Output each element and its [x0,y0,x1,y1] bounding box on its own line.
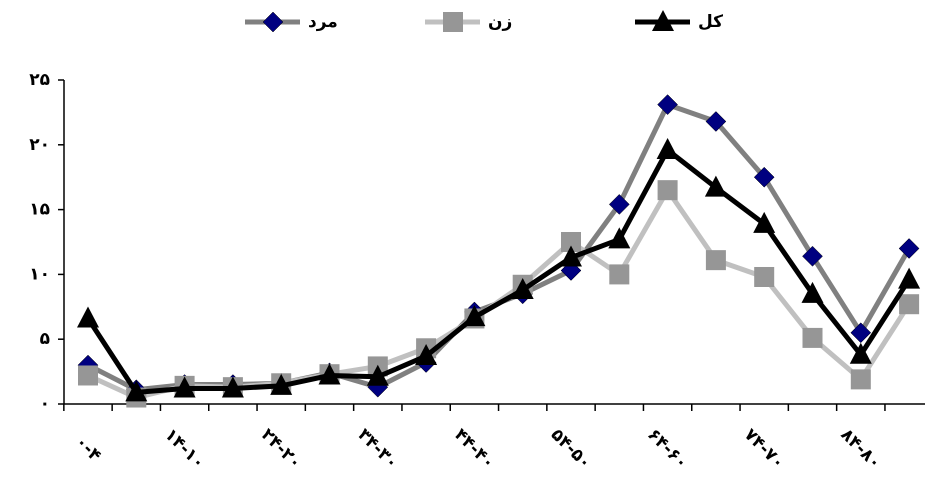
marker [850,322,872,344]
y-tick-label: ۲۰ [29,135,50,155]
y-tick-label: ۱۰ [29,264,50,284]
marker [849,342,872,364]
marker [415,344,438,366]
marker [366,364,389,386]
marker [753,166,775,188]
series-line [86,102,912,393]
marker [463,305,486,327]
series-line [85,147,912,395]
marker [801,281,824,303]
marker [657,180,678,201]
marker [78,365,98,386]
legend-marker [262,11,284,33]
x-tick-label: ۸۴-۸۰ [837,425,885,473]
marker [77,306,99,328]
x-tick-label: ۵۴-۵۰ [547,425,595,473]
y-tick-label: ۲۵ [29,70,50,90]
marker [511,277,534,299]
legend-label: کل [698,12,723,32]
x-tick-label: ۱۴-۱۰ [160,425,208,473]
marker [173,376,196,398]
marker [270,373,293,395]
x-tick-label: ۴۴-۴۰ [450,425,498,473]
marker [898,238,920,259]
legend-label: زن [488,12,512,32]
marker [608,194,630,215]
x-tick-label: ۲۴-۲۰ [257,425,305,473]
marker [802,327,823,348]
marker [221,376,244,398]
marker [125,380,148,402]
marker [898,267,921,289]
marker [899,294,920,315]
y-tick-label: ۰ [40,394,50,414]
marker [753,211,776,233]
y-tick-label: ۱۵ [29,200,50,220]
marker [657,94,678,115]
marker [656,137,679,159]
series-line [86,187,912,401]
marker [609,264,630,285]
legend-label: مرد [308,12,338,32]
legend-marker [652,10,674,31]
marker [754,266,775,287]
legend-marker [443,12,463,32]
y-tick-label: ۵ [40,329,50,349]
marker [608,227,631,249]
x-tick-label: ۷۴-۷۰ [740,425,788,473]
marker [704,175,727,197]
x-tick-label: ۶۴-۶۰ [643,425,691,473]
marker [850,369,871,390]
x-tick-label: ۳۴-۳۰ [354,425,402,473]
marker [561,232,581,252]
marker [318,363,341,385]
marker [560,245,582,267]
marker [705,111,727,132]
marker [705,250,726,271]
marker [802,245,823,267]
x-tick-label: ۰-۴ [71,432,105,466]
